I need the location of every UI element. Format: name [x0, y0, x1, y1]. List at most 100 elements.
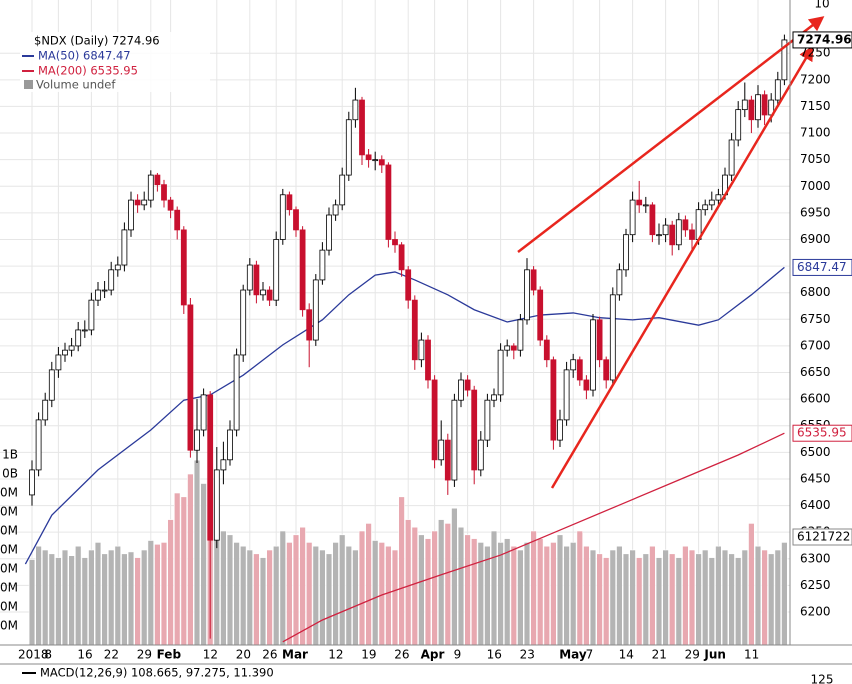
volume-bar: [457, 526, 465, 646]
volume-bar: [728, 553, 735, 646]
candle-body: [279, 194, 286, 240]
price-tag: 6535.95: [797, 426, 847, 440]
legend-bg: [20, 32, 210, 92]
candle-body: [365, 154, 372, 161]
legend-swatch: [24, 80, 33, 89]
volume-bar: [616, 545, 623, 646]
candle-body: [484, 399, 491, 441]
y-tick-label: 6200: [800, 605, 831, 619]
volume-bar: [569, 542, 577, 646]
volume-bar: [147, 540, 154, 646]
candle-body: [55, 354, 62, 371]
y2-tick-label: 0M: [0, 543, 18, 557]
y-tick-label: 6400: [800, 498, 831, 512]
candle-body: [596, 319, 603, 361]
candle-body: [372, 159, 379, 162]
volume-bar: [246, 549, 253, 646]
candle-body: [781, 39, 788, 81]
candle-body: [557, 419, 563, 441]
y2-tick-label: 0M: [0, 619, 18, 633]
volume-bar: [391, 549, 399, 646]
legend-ma200: MA(200) 6535.95: [38, 64, 138, 78]
candle-body: [537, 289, 544, 341]
candle-body: [187, 304, 194, 451]
volume-bar: [622, 553, 630, 646]
y-tick-label: 6950: [800, 205, 831, 219]
volume-bar: [338, 534, 346, 646]
volume-bar: [734, 557, 742, 646]
candle-body: [246, 264, 253, 291]
candle-body: [29, 469, 35, 496]
candle-body: [715, 194, 722, 201]
candle-body: [682, 219, 689, 231]
volume: [28, 459, 788, 646]
candle-body: [425, 339, 431, 381]
macd-label: MACD(12,26,9) 108.665, 97.275, 11.390: [40, 666, 274, 680]
candle-body: [590, 319, 596, 391]
candle-body: [748, 99, 755, 121]
volume-bar: [312, 545, 319, 646]
candle-body: [477, 439, 484, 471]
candle-body: [42, 399, 49, 421]
macd-top-label: 10: [814, 0, 829, 11]
volume-bar: [404, 519, 412, 646]
candle-body: [134, 199, 141, 206]
y-tick-label: 7250: [800, 46, 831, 60]
candle-body: [570, 359, 577, 371]
volume-bar: [754, 545, 762, 646]
volume-bar: [226, 534, 234, 646]
volume-bar: [272, 545, 280, 646]
volume-bar: [75, 545, 82, 646]
price-tag: 7274.96: [797, 32, 852, 46]
volume-bar: [589, 549, 597, 646]
candles: [29, 34, 788, 639]
volume-bar: [576, 530, 584, 646]
legend-title: $NDX (Daily) 7274.96: [34, 34, 160, 48]
volume-bar: [193, 459, 201, 646]
volume-bar: [464, 534, 471, 646]
price-tag-box: [792, 424, 852, 442]
candle-body: [458, 379, 464, 401]
volume-bar: [517, 549, 524, 646]
candle-body: [108, 269, 115, 291]
candle-body: [735, 109, 742, 141]
candle-body: [167, 199, 174, 211]
candle-body: [524, 269, 530, 321]
volume-bar: [345, 545, 352, 646]
y2-tick-label: 1B: [2, 448, 18, 462]
candle-body: [194, 429, 200, 451]
volume-bar: [365, 523, 372, 646]
volume-bar: [411, 526, 418, 646]
volume-bar: [708, 557, 716, 646]
volume-bar: [81, 557, 89, 646]
candle-body: [154, 174, 161, 186]
candle-body: [669, 224, 676, 246]
volume-bar: [635, 557, 643, 646]
candle-body: [161, 184, 167, 201]
candle-body: [128, 199, 134, 231]
volume-bar: [94, 542, 102, 646]
candle-body: [220, 459, 227, 471]
candle-body: [530, 269, 537, 291]
x-tick-label: Apr: [421, 648, 445, 662]
volume-bar: [398, 496, 405, 646]
volume-bar: [490, 530, 498, 646]
candle-body: [180, 229, 187, 306]
volume-bar: [563, 545, 570, 646]
volume-bar: [470, 538, 478, 646]
volume-bar: [253, 553, 260, 646]
candle-body: [431, 379, 438, 461]
x-tick-label: Jun: [703, 648, 726, 662]
candle-body: [609, 294, 616, 381]
volume-bar: [121, 553, 128, 646]
volume-bar: [701, 549, 709, 646]
x-tick-label: 9: [454, 648, 462, 662]
candle-body: [48, 369, 55, 401]
volume-bar: [602, 557, 610, 646]
volume-bar: [220, 530, 227, 646]
candle-body: [121, 229, 128, 266]
volume-bar: [114, 545, 122, 646]
volume-bar: [108, 549, 115, 646]
candle-body: [603, 359, 610, 381]
